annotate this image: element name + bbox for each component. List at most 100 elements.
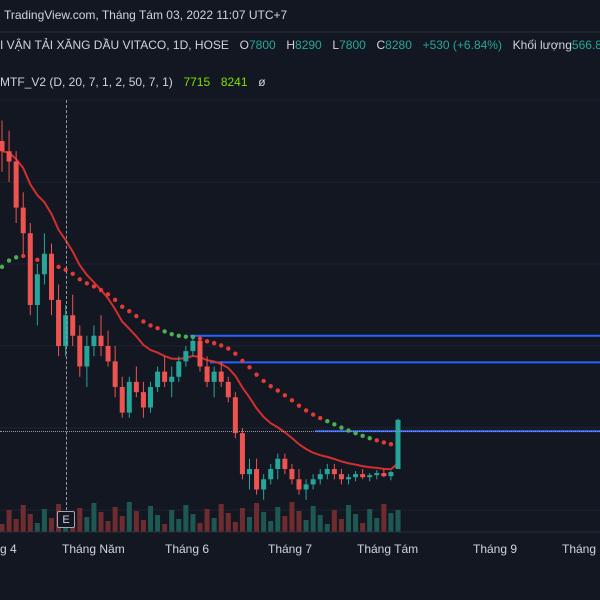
candle-body xyxy=(91,335,97,346)
candle-body xyxy=(211,371,217,382)
trend-dot xyxy=(233,351,238,356)
trend-dot xyxy=(226,346,231,351)
trend-dot xyxy=(240,358,245,364)
trend-dot xyxy=(254,372,259,377)
trend-dot xyxy=(21,253,26,259)
volume-bar xyxy=(169,510,175,532)
trend-dot xyxy=(219,343,224,348)
candle-body xyxy=(70,315,76,336)
candle-body xyxy=(225,381,231,398)
volume-bar xyxy=(112,507,118,532)
volume-bar xyxy=(126,502,132,532)
volume-bar xyxy=(133,511,139,532)
volume-bar xyxy=(275,507,281,532)
trend-dot xyxy=(268,384,273,389)
low-label: L xyxy=(332,38,340,52)
volume-bar xyxy=(218,504,224,532)
volume-bar xyxy=(0,524,5,532)
candle-body xyxy=(232,397,238,434)
trend-dot xyxy=(13,255,19,260)
candle-body xyxy=(331,469,337,475)
trend-dot xyxy=(325,418,330,424)
candle-body xyxy=(239,433,245,475)
volume-bar xyxy=(374,518,380,532)
candle-body xyxy=(162,371,168,382)
candles xyxy=(0,120,401,500)
low-value: 7800 xyxy=(339,38,366,52)
trend-dot xyxy=(56,264,61,270)
trend-dot xyxy=(247,365,252,370)
volume-bar xyxy=(296,511,302,532)
candle-body xyxy=(49,253,54,300)
candle-body xyxy=(204,366,210,382)
header-bar xyxy=(0,0,600,32)
volume-bar xyxy=(77,508,83,532)
candle-body xyxy=(367,475,373,478)
volume-bar xyxy=(289,502,295,532)
volume-bar xyxy=(211,518,217,532)
trend-dot xyxy=(148,323,153,328)
volume-bar xyxy=(105,521,111,532)
volume-bar xyxy=(204,509,210,532)
candle-body xyxy=(112,361,118,387)
volume-bar xyxy=(84,517,90,532)
x-tick-4: Tháng 7 xyxy=(268,542,313,556)
volume-bar xyxy=(247,517,252,532)
volume-bars xyxy=(0,502,401,532)
symbol-legend[interactable]: I VẬN TẢI XĂNG DẦU VITACO, 1D, HOSE O780… xyxy=(0,38,600,52)
indicator-value-3: ø xyxy=(258,75,266,89)
candle-body xyxy=(268,469,274,480)
indicator-name: MTF_V2 (D, 20, 7, 1, 2, 50, 7, 1) xyxy=(0,75,173,89)
earnings-event-icon[interactable]: E xyxy=(57,511,75,528)
high-value: 8290 xyxy=(295,38,322,52)
trend-dot xyxy=(261,378,266,384)
volume-bar xyxy=(20,505,26,532)
symbol-name: I VẬN TẢI XĂNG DẦU VITACO, 1D, HOSE xyxy=(0,38,229,52)
trend-dot xyxy=(162,329,167,334)
trend-dot xyxy=(6,258,12,263)
candle-body xyxy=(77,335,83,367)
candle-body xyxy=(360,474,366,478)
candle-body xyxy=(338,474,344,480)
volume-bar xyxy=(34,523,40,532)
trend-dot xyxy=(141,319,146,324)
trend-dot xyxy=(127,308,132,314)
candle-body xyxy=(381,473,387,477)
candle-body xyxy=(133,381,139,393)
candle-body xyxy=(388,472,394,477)
volume-bar xyxy=(162,524,168,532)
candle-body xyxy=(119,387,125,413)
x-tick-7: Tháng xyxy=(562,542,597,556)
volume-bar xyxy=(381,504,387,532)
trend-dot xyxy=(374,438,379,443)
trend-dot xyxy=(176,333,181,338)
candle-body xyxy=(303,484,309,490)
indicator-legend[interactable]: MTF_V2 (D, 20, 7, 1, 2, 50, 7, 1) 7715 8… xyxy=(0,75,266,89)
trend-dot xyxy=(296,403,302,408)
volume-bar xyxy=(310,506,316,532)
trend-dot xyxy=(282,393,288,398)
volume-bar xyxy=(388,513,394,532)
candle-body xyxy=(155,371,161,387)
trend-dot xyxy=(120,304,125,309)
volume-bar xyxy=(324,524,330,532)
trend-dot xyxy=(204,339,210,344)
trend-dot xyxy=(275,388,280,393)
indicator-value-2: 8241 xyxy=(220,75,248,89)
candle-body xyxy=(0,141,5,152)
volume-bar xyxy=(367,509,373,532)
crosshair-horizontal xyxy=(0,431,600,432)
candle-body xyxy=(169,376,175,382)
volume-bar xyxy=(282,516,288,532)
candle-body xyxy=(63,315,69,346)
volume-bar xyxy=(197,523,203,532)
trend-dot xyxy=(77,277,82,282)
trend-dot xyxy=(289,398,295,403)
candle-body xyxy=(183,351,189,362)
candle-body xyxy=(140,392,146,408)
x-tick-3: Tháng 6 xyxy=(165,542,210,556)
change-value: +530 (+6.84%) xyxy=(422,38,502,52)
trend-dot xyxy=(112,297,118,303)
